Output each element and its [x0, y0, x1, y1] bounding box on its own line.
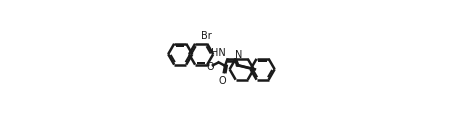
Text: HN: HN — [211, 48, 226, 58]
Text: Br: Br — [201, 31, 212, 41]
Text: O: O — [219, 75, 226, 85]
Text: O: O — [206, 61, 214, 71]
Text: N: N — [235, 49, 243, 59]
